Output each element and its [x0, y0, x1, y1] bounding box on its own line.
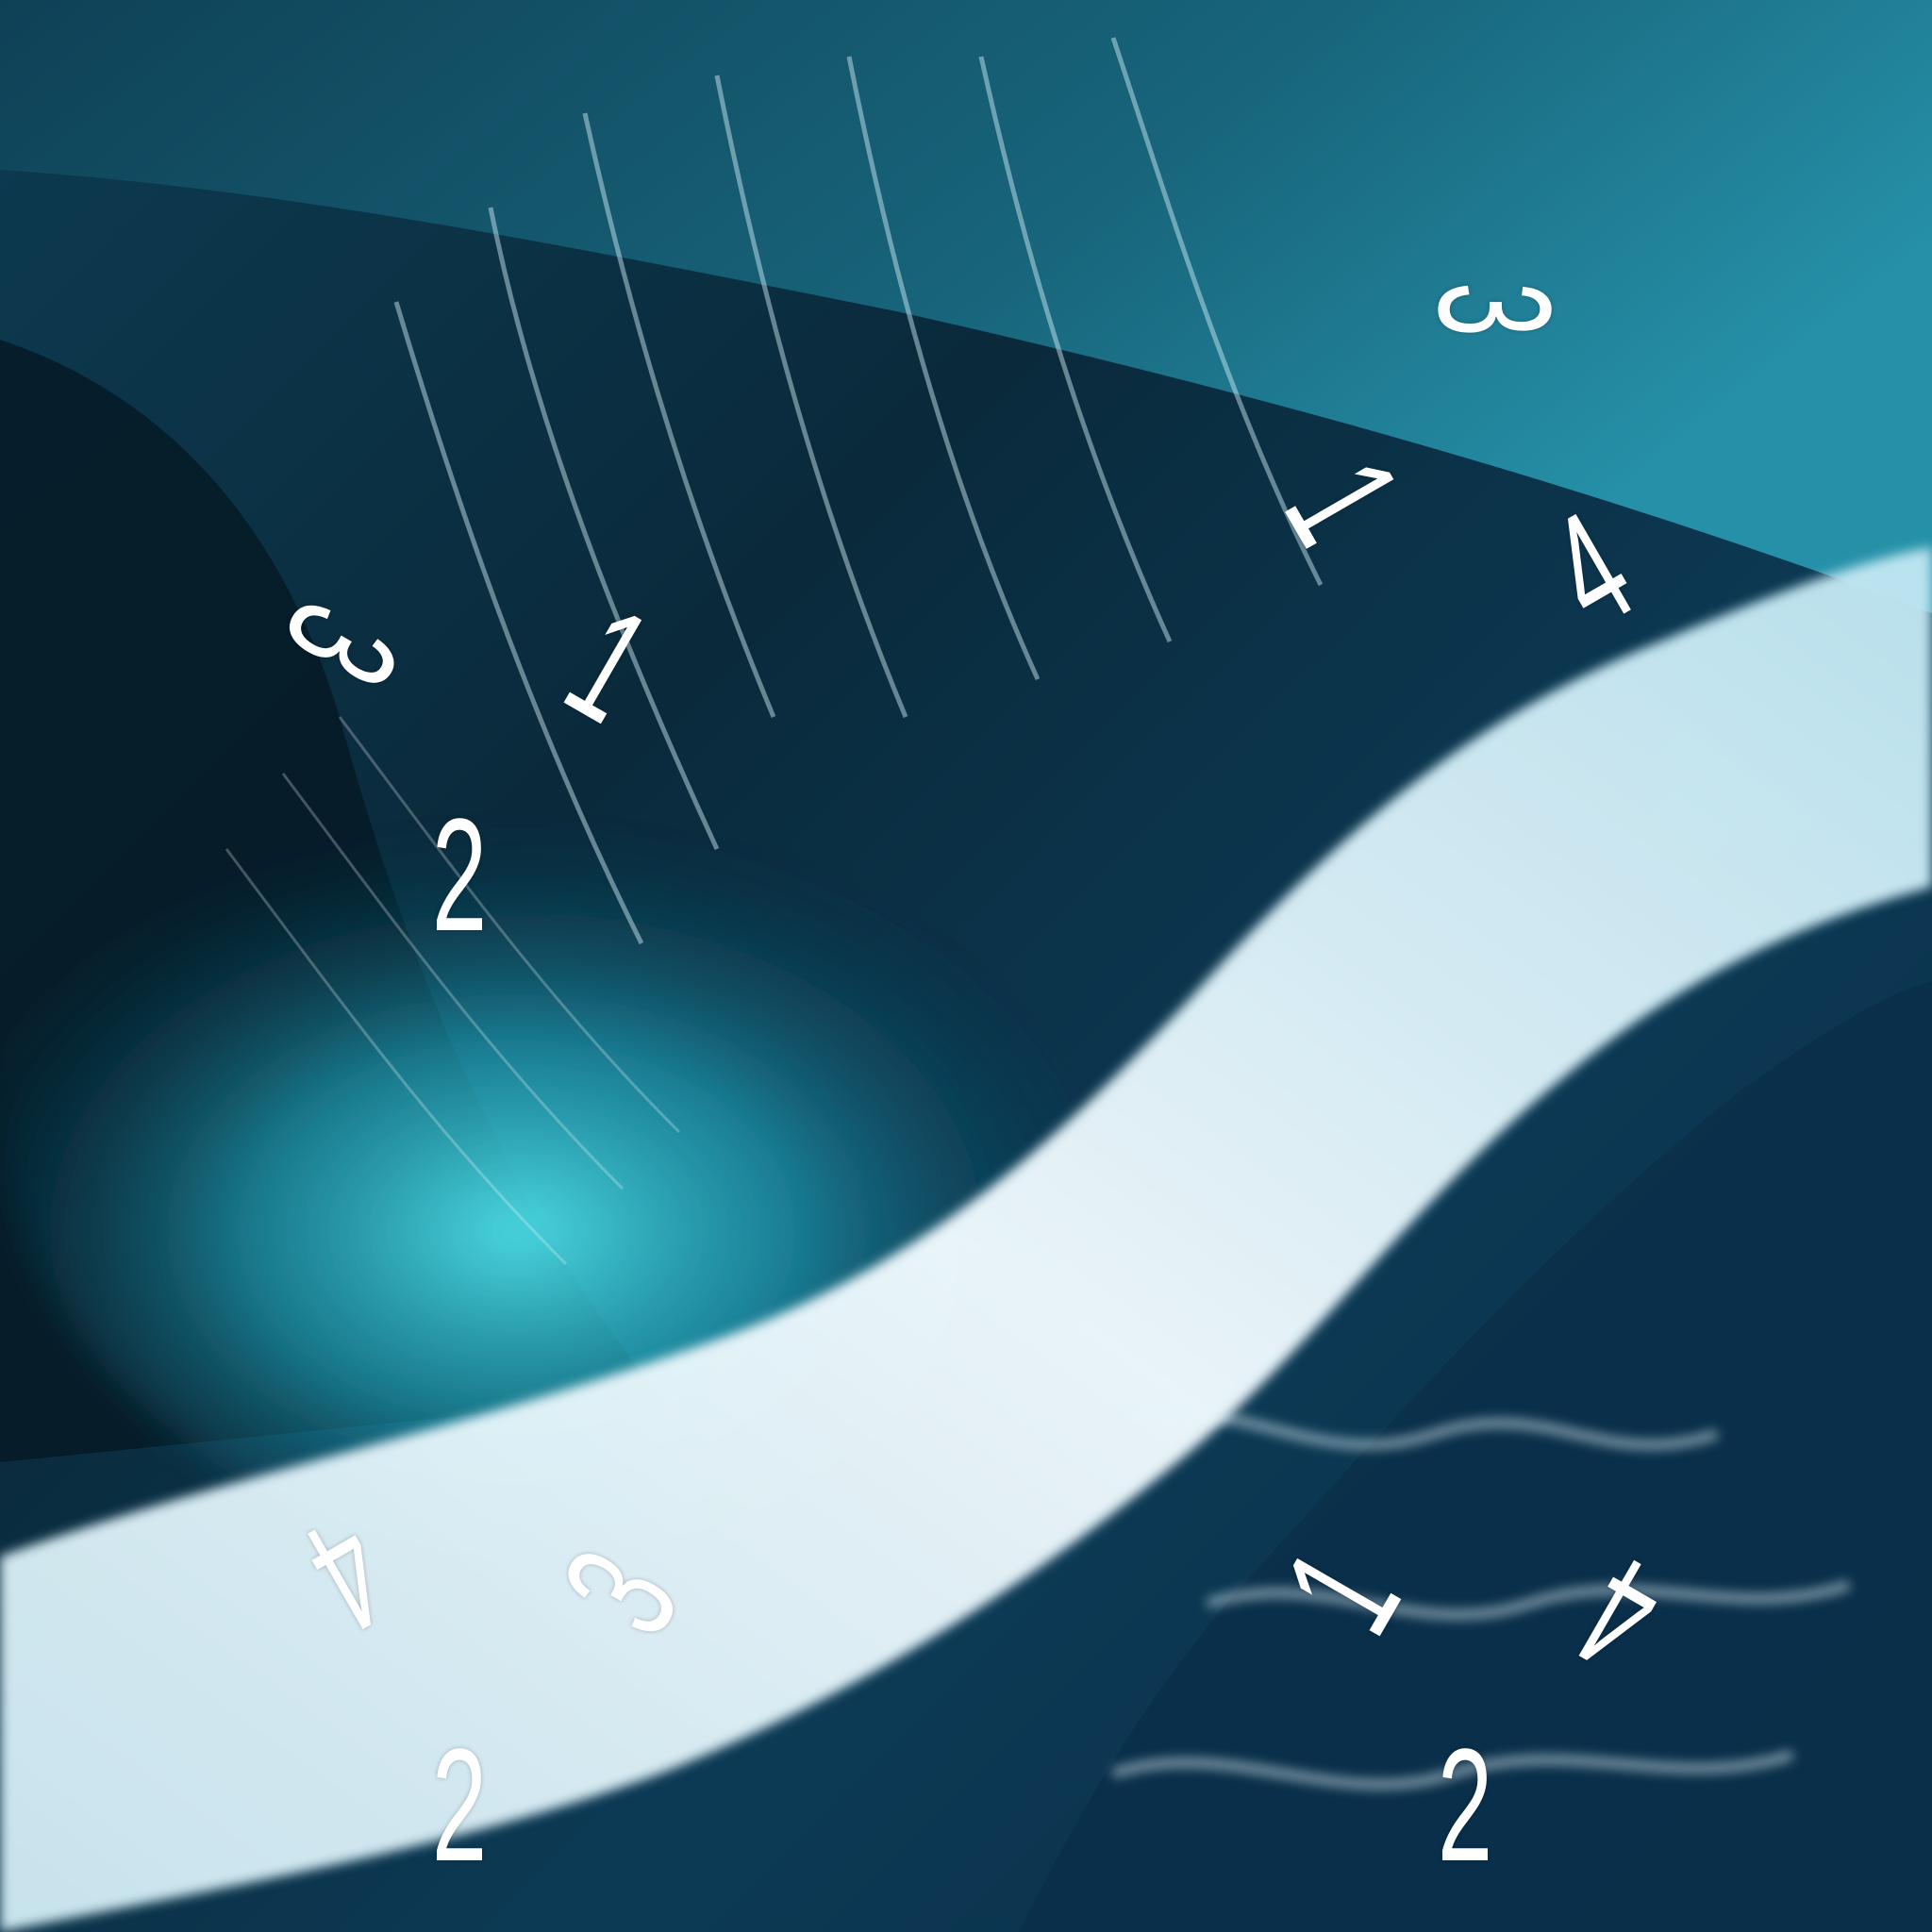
- overlay-digit: 3: [1405, 281, 1584, 338]
- overlay-digit: 2: [431, 786, 488, 965]
- overlay-digit: 2: [431, 1716, 488, 1895]
- overlay-digit: 2: [1437, 1716, 1493, 1895]
